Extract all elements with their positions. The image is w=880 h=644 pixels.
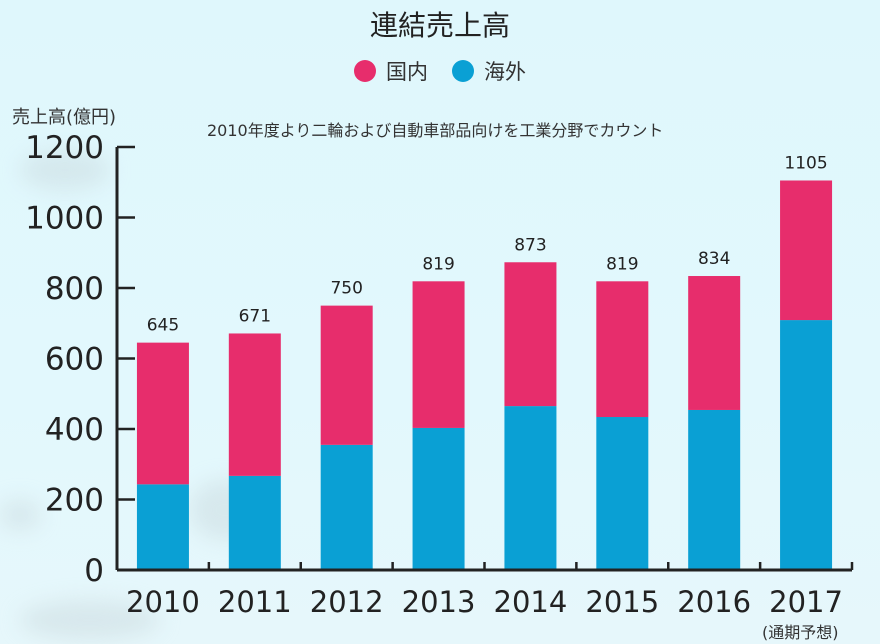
bar-domestic-2011 xyxy=(228,333,281,476)
data-label-2010: 645 xyxy=(147,316,179,336)
data-label-2017: 1105 xyxy=(784,153,827,173)
data-label-2015: 819 xyxy=(606,254,638,274)
x-tick-label-2012: 2012 xyxy=(310,585,384,619)
legend-item-domestic: 国内 xyxy=(354,56,428,86)
y-tick-label-0: 0 xyxy=(84,553,104,589)
x-tick-label-2011: 2011 xyxy=(218,585,292,619)
x-tick-label-2017: 2017 xyxy=(769,585,843,619)
legend-item-overseas: 海外 xyxy=(452,56,526,86)
bar-overseas-2015 xyxy=(596,417,649,570)
bar-overseas-2010 xyxy=(136,484,189,570)
x-tick-label-2013: 2013 xyxy=(402,585,476,619)
bar-domestic-2010 xyxy=(136,342,189,485)
data-label-2011: 671 xyxy=(239,306,271,326)
x-tick-label-2016: 2016 xyxy=(677,585,751,619)
y-tick-label-400: 400 xyxy=(45,412,104,448)
chart-subtitle: 2010年度より二輪および自動車部品向けを工業分野でカウント xyxy=(207,121,664,140)
forecast-note: (通期予想) xyxy=(762,623,839,642)
data-label-2012: 750 xyxy=(330,279,362,299)
background-smudge xyxy=(20,150,110,190)
background-smudge xyxy=(20,600,160,640)
legend: 国内 海外 xyxy=(0,56,880,86)
data-label-2014: 873 xyxy=(514,235,546,255)
bar-domestic-2016 xyxy=(688,276,741,410)
bar-domestic-2013 xyxy=(412,281,465,428)
y-tick-label-200: 200 xyxy=(45,483,104,519)
y-tick-label-800: 800 xyxy=(45,271,104,307)
y-axis-label: 売上高(億円) xyxy=(12,107,117,128)
bar-overseas-2012 xyxy=(320,444,373,570)
data-label-2013: 819 xyxy=(422,254,454,274)
bar-overseas-2013 xyxy=(412,427,465,570)
bar-overseas-2011 xyxy=(228,475,281,570)
x-tick-label-2010: 2010 xyxy=(126,585,200,619)
y-tick-label-600: 600 xyxy=(45,342,104,378)
x-tick-label-2014: 2014 xyxy=(494,585,568,619)
y-tick-label-1000: 1000 xyxy=(25,201,104,237)
legend-swatch-domestic xyxy=(354,60,376,82)
legend-label-overseas: 海外 xyxy=(484,60,526,84)
legend-swatch-overseas xyxy=(452,60,474,82)
bar-domestic-2012 xyxy=(320,305,373,445)
bar-domestic-2015 xyxy=(596,281,649,418)
bar-overseas-2017 xyxy=(780,320,833,570)
y-tick-label-1200: 1200 xyxy=(25,130,104,166)
legend-label-domestic: 国内 xyxy=(386,60,428,84)
bar-overseas-2016 xyxy=(688,409,741,570)
chart-title: 連結売上高 xyxy=(369,9,510,42)
bar-overseas-2014 xyxy=(504,406,557,570)
bar-domestic-2014 xyxy=(504,262,557,407)
background-smudge xyxy=(0,500,40,530)
x-tick-label-2015: 2015 xyxy=(585,585,659,619)
bar-domestic-2017 xyxy=(780,180,833,321)
data-label-2016: 834 xyxy=(698,249,730,269)
